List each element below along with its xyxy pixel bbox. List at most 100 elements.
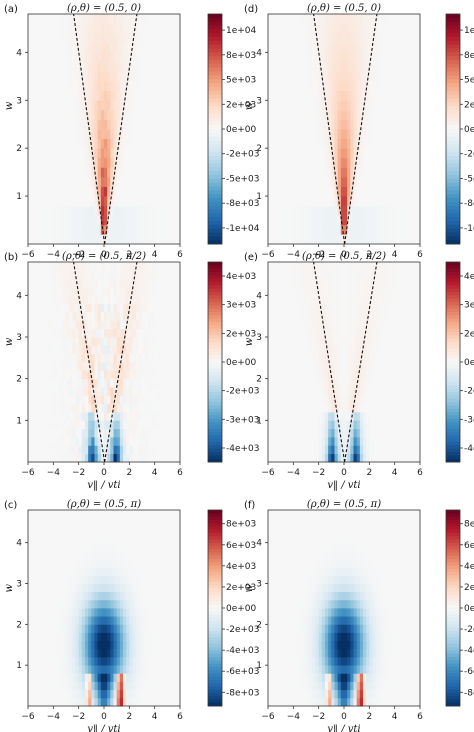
heatmap-cell xyxy=(123,119,127,130)
heatmap-cell xyxy=(43,234,48,245)
heatmap-cell xyxy=(142,526,146,535)
heatmap-cell xyxy=(397,234,402,245)
heatmap-cell xyxy=(407,157,411,168)
heatmap-cell xyxy=(372,157,377,168)
heatmap-cell xyxy=(151,337,156,346)
heatmap-cell xyxy=(85,148,89,159)
heatmap-cell xyxy=(388,157,392,168)
heatmap-cell xyxy=(100,81,105,92)
heatmap-cell xyxy=(43,90,48,101)
colorbar-segment xyxy=(208,452,222,456)
heatmap-cell xyxy=(91,320,95,330)
heatmap-cell xyxy=(142,287,146,296)
heatmap-cell xyxy=(129,262,133,271)
heatmap-cell xyxy=(81,61,86,72)
heatmap-cell xyxy=(138,575,143,584)
heatmap-cell xyxy=(107,567,111,576)
heatmap-cell xyxy=(69,33,73,44)
heatmap-cell xyxy=(337,205,342,216)
heatmap-cell xyxy=(62,81,67,92)
heatmap-cell xyxy=(397,196,402,207)
heatmap-cell xyxy=(69,453,73,463)
heatmap-cell xyxy=(85,328,89,338)
heatmap-cell xyxy=(47,378,51,388)
heatmap-cell xyxy=(404,148,408,159)
heatmap-cell xyxy=(110,657,114,666)
heatmap-cell xyxy=(69,591,73,601)
heatmap-cell xyxy=(145,395,149,405)
heatmap-cell xyxy=(290,138,294,149)
heatmap-cell xyxy=(340,234,345,245)
colorbar-segment xyxy=(208,425,222,430)
heatmap-cell xyxy=(173,345,178,355)
heatmap-cell xyxy=(280,52,285,63)
heatmap-cell xyxy=(72,320,76,330)
heatmap-cell xyxy=(391,109,396,120)
heatmap-cell xyxy=(331,205,335,216)
heatmap-cell xyxy=(85,205,89,216)
heatmap-cell xyxy=(107,61,111,72)
heatmap-cell xyxy=(372,52,377,63)
x-tick-label: −4 xyxy=(47,468,61,478)
heatmap-cell xyxy=(43,559,48,568)
heatmap-cell xyxy=(119,328,124,338)
heatmap-cell xyxy=(94,14,99,24)
heatmap-cell xyxy=(107,608,111,617)
heatmap-cell xyxy=(382,14,386,24)
heatmap-cell xyxy=(100,148,105,159)
heatmap-cell xyxy=(72,378,76,388)
heatmap-cell xyxy=(31,387,35,396)
heatmap-cell xyxy=(337,109,342,120)
heatmap-cell xyxy=(334,186,339,197)
x-tick-label: 6 xyxy=(177,712,183,722)
heatmap-cell xyxy=(416,61,421,72)
heatmap-cell xyxy=(173,295,178,305)
heatmap-cell xyxy=(62,234,67,245)
heatmap-cell xyxy=(135,71,140,82)
heatmap-cell xyxy=(375,90,380,101)
heatmap-cell xyxy=(97,378,102,388)
heatmap-cell xyxy=(47,673,51,682)
heatmap-cell xyxy=(359,129,364,139)
heatmap-cell xyxy=(28,403,32,413)
colorbar-segment xyxy=(208,325,222,330)
heatmap-cell xyxy=(123,591,127,601)
heatmap-cell xyxy=(62,157,67,168)
heatmap-cell xyxy=(88,403,92,413)
heatmap-cell xyxy=(43,148,48,159)
heatmap-cell xyxy=(91,23,95,34)
heatmap-cell xyxy=(337,176,342,187)
heatmap-cell xyxy=(176,673,181,682)
heatmap-cell xyxy=(268,23,272,34)
heatmap-cell xyxy=(151,90,156,101)
heatmap-cell xyxy=(53,362,57,371)
heatmap-cell xyxy=(47,608,51,617)
heatmap-cell xyxy=(416,196,421,207)
heatmap-cell xyxy=(340,138,345,149)
heatmap-cell xyxy=(31,437,35,446)
heatmap-cell xyxy=(167,624,171,633)
heatmap-cell xyxy=(100,550,105,560)
heatmap-cell xyxy=(116,510,121,519)
colorbar-segment xyxy=(208,113,222,118)
heatmap-cell xyxy=(85,312,89,321)
heatmap-cell xyxy=(91,681,95,691)
heatmap-cell xyxy=(62,559,67,568)
heatmap-cell xyxy=(85,100,89,111)
heatmap-cell xyxy=(321,148,326,159)
heatmap-cell xyxy=(50,583,54,593)
heatmap-cell xyxy=(40,353,45,363)
heatmap-cell xyxy=(53,542,57,552)
heatmap-cell xyxy=(135,81,140,92)
heatmap-cell xyxy=(142,278,146,288)
colorbar-segment xyxy=(208,637,222,642)
heatmap-cell xyxy=(173,33,178,44)
colorbar-segment xyxy=(208,392,222,396)
heatmap-cell xyxy=(353,119,358,130)
heatmap-cell xyxy=(40,148,45,159)
heatmap-cell xyxy=(56,52,61,63)
heatmap-cell xyxy=(94,526,99,535)
heatmap-cell xyxy=(135,599,140,609)
heatmap-cell xyxy=(72,697,76,707)
heatmap-cell xyxy=(47,689,51,699)
